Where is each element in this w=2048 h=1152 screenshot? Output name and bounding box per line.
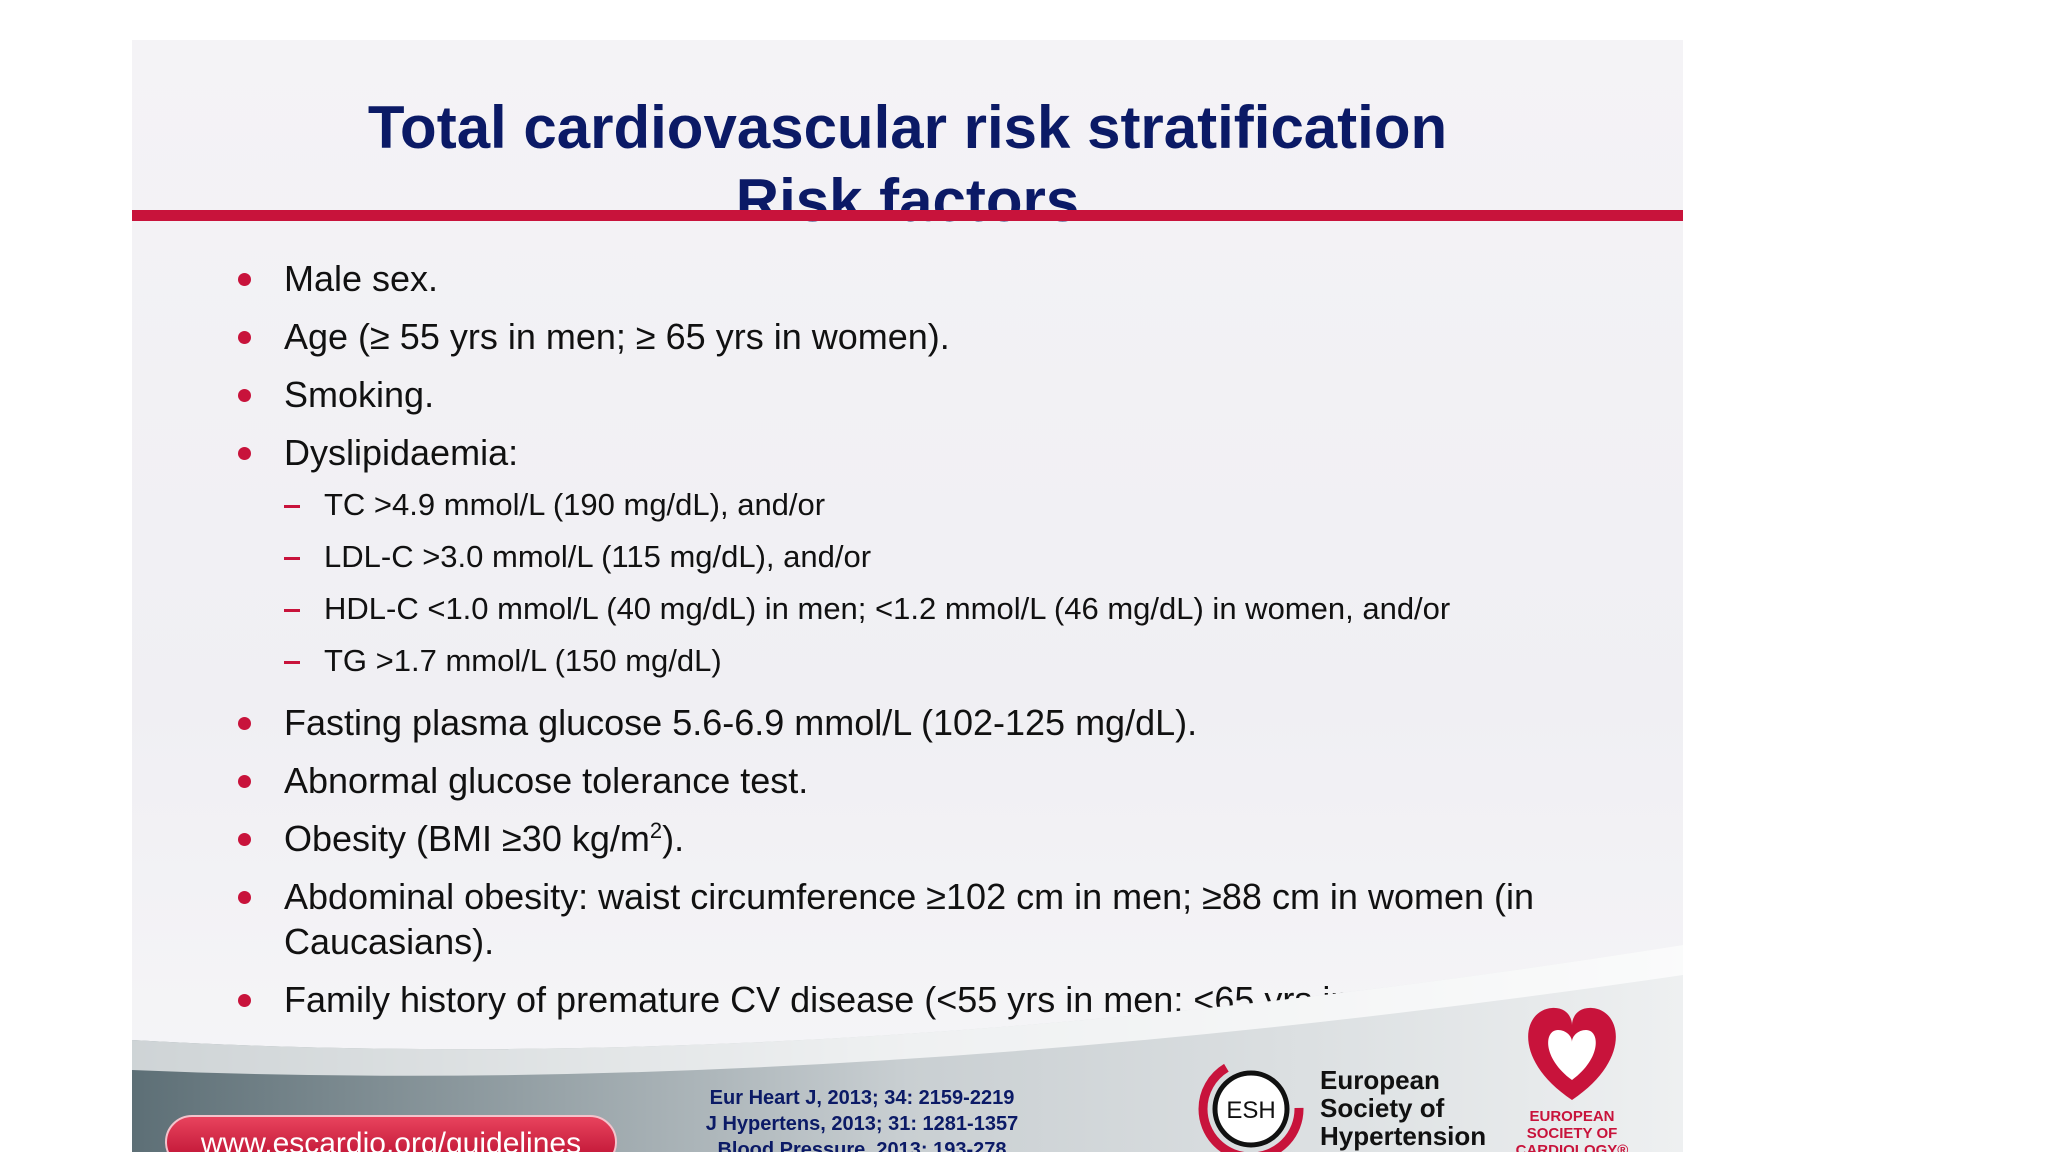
- esh-name: European Society of Hypertension: [1320, 1066, 1486, 1150]
- esh-badge: ESH: [1226, 1097, 1275, 1124]
- bullet: Obesity (BMI ≥30 kg/m2).: [238, 816, 1598, 861]
- bullet: Dyslipidaemia: TC >4.9 mmol/L (190 mg/dL)…: [238, 430, 1598, 687]
- bullet-text: ).: [662, 818, 685, 859]
- bullet-text: Abnormal glucose tolerance test.: [284, 760, 809, 801]
- bullet-text: Abdominal obesity: waist circumference ≥…: [284, 876, 1535, 962]
- bullet-text: Fasting plasma glucose 5.6-6.9 mmol/L (1…: [284, 702, 1198, 743]
- bullet: Abnormal glucose tolerance test.: [238, 758, 1598, 803]
- bullet-text: Age (≥ 55 yrs in men; ≥ 65 yrs in women)…: [284, 316, 950, 357]
- esh-line: European: [1320, 1065, 1440, 1095]
- slide: Total cardiovascular risk stratification…: [132, 40, 1683, 1152]
- divider: [132, 210, 1683, 221]
- bullet: Abdominal obesity: waist circumference ≥…: [238, 874, 1598, 964]
- esc-name: EUROPEAN SOCIETY OF CARDIOLOGY®: [1502, 1108, 1642, 1152]
- esc-line: CARDIOLOGY®: [1515, 1142, 1629, 1152]
- reference: Blood Pressure, 2013: 193-278: [717, 1139, 1007, 1152]
- bullet: Smoking.: [238, 372, 1598, 417]
- title: Total cardiovascular risk stratification: [367, 94, 1448, 161]
- esh-line: Hypertension: [1320, 1121, 1487, 1151]
- sub-bullet: HDL-C <1.0 mmol/L (40 mg/dL) in men; <1.…: [284, 583, 1598, 635]
- esh-line: Society of: [1320, 1093, 1445, 1123]
- subtitle: Risk factors: [735, 167, 1080, 234]
- sub-list: TC >4.9 mmol/L (190 mg/dL), and/or LDL-C …: [284, 479, 1598, 687]
- esc-line: SOCIETY OF: [1526, 1125, 1618, 1142]
- url-button[interactable]: www.escardio.org/guidelines: [165, 1115, 617, 1152]
- bullet: Age (≥ 55 yrs in men; ≥ 65 yrs in women)…: [238, 314, 1598, 359]
- bullet-text: Dyslipidaemia:: [284, 432, 519, 473]
- bullet: Male sex.: [238, 256, 1598, 301]
- footer-band: ESH: [132, 945, 1683, 1152]
- esc-line: EUROPEAN: [1529, 1108, 1615, 1125]
- superscript: 2: [649, 818, 663, 843]
- bullet-text: Obesity (BMI ≥30 kg/m: [284, 818, 650, 859]
- bullet: Fasting plasma glucose 5.6-6.9 mmol/L (1…: [238, 700, 1598, 745]
- sub-bullet: TC >4.9 mmol/L (190 mg/dL), and/or: [284, 479, 1598, 531]
- reference: Eur Heart J, 2013; 34: 2159-2219: [709, 1087, 1015, 1109]
- bullet-list: Male sex. Age (≥ 55 yrs in men; ≥ 65 yrs …: [238, 256, 1598, 1035]
- sub-bullet: LDL-C >3.0 mmol/L (115 mg/dL), and/or: [284, 531, 1598, 583]
- bullet-text: Smoking.: [284, 374, 435, 415]
- reference: J Hypertens, 2013; 31: 1281-1357: [705, 1113, 1019, 1135]
- references: Eur Heart J, 2013; 34: 2159-2219 J Hypert…: [652, 1085, 1072, 1152]
- sub-bullet: TG >1.7 mmol/L (150 mg/dL): [284, 635, 1598, 687]
- bullet-text: Male sex.: [284, 258, 439, 299]
